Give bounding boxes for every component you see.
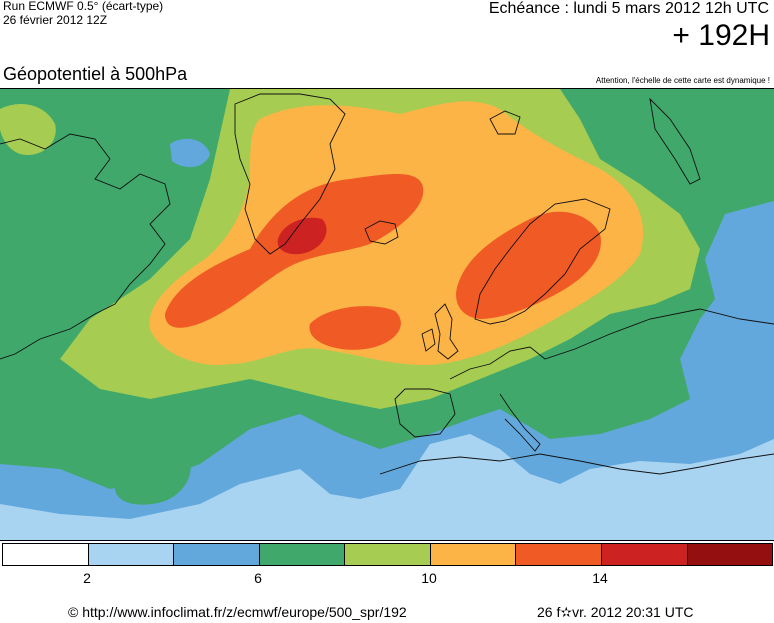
coast-scandinavia: [474, 198, 611, 325]
scale-tick-label: 10: [421, 570, 437, 586]
coast-svalbard: [489, 110, 521, 135]
scale-swatch-0-2: [3, 544, 89, 565]
coast-britain: [434, 303, 459, 360]
scale-swatch-14-16: [601, 544, 688, 565]
dynamic-scale-note: Attention, l'échelle de cette carte est …: [595, 76, 770, 85]
scale-tick-label: 2: [83, 570, 91, 586]
forecast-valid-time: Echéance : lundi 5 mars 2012 12h UTC: [488, 0, 769, 17]
spread-band-6-8-patch: [114, 447, 191, 505]
scale-swatch-12-14: [516, 544, 602, 565]
coast-iceland: [364, 220, 399, 245]
field-title: Géopotentiel à 500hPa: [3, 64, 188, 84]
scale-swatch-16-18: [687, 544, 773, 565]
spread-band-8-10-west: [0, 104, 56, 155]
scale-swatch-4-6: [174, 544, 260, 565]
generated-timestamp: 26 f✫vr. 2012 20:31 UTC: [537, 604, 694, 620]
run-title: Run ECMWF 0.5° (écart-type): [3, 0, 164, 13]
source-url-credit: © http://www.infoclimat.fr/z/ecmwf/europ…: [68, 604, 407, 620]
scale-tick-label: 6: [254, 570, 262, 586]
coast-italy: [499, 393, 541, 452]
color-scale-bar: [2, 543, 773, 566]
scale-swatch-6-8: [259, 544, 346, 565]
coast-iberia: [394, 388, 456, 438]
scale-tick-label: 14: [592, 570, 608, 586]
spread-band-4-6-north: [170, 138, 210, 168]
coast-novaya-zemlya: [649, 97, 701, 185]
coastlines: [0, 93, 774, 475]
lead-time: + 192H: [672, 19, 770, 52]
spread-band-12-14-scandinavia: [456, 211, 601, 319]
coast-europe: [449, 308, 774, 380]
scale-swatch-10-12: [430, 544, 517, 565]
coast-mediterranean-south: [379, 453, 774, 475]
coast-north-america: [0, 133, 171, 360]
scale-swatch-2-4: [88, 544, 175, 565]
coast-greenland: [234, 93, 346, 255]
scale-swatch-8-10: [345, 544, 431, 565]
spread-band-12-14-atlantic: [309, 306, 401, 350]
spread-band-14-16: [277, 217, 327, 255]
map-canvas: [0, 89, 774, 540]
coast-ireland: [421, 328, 436, 352]
run-date: 26 février 2012 12Z: [3, 13, 108, 27]
forecast-map: [0, 88, 774, 541]
